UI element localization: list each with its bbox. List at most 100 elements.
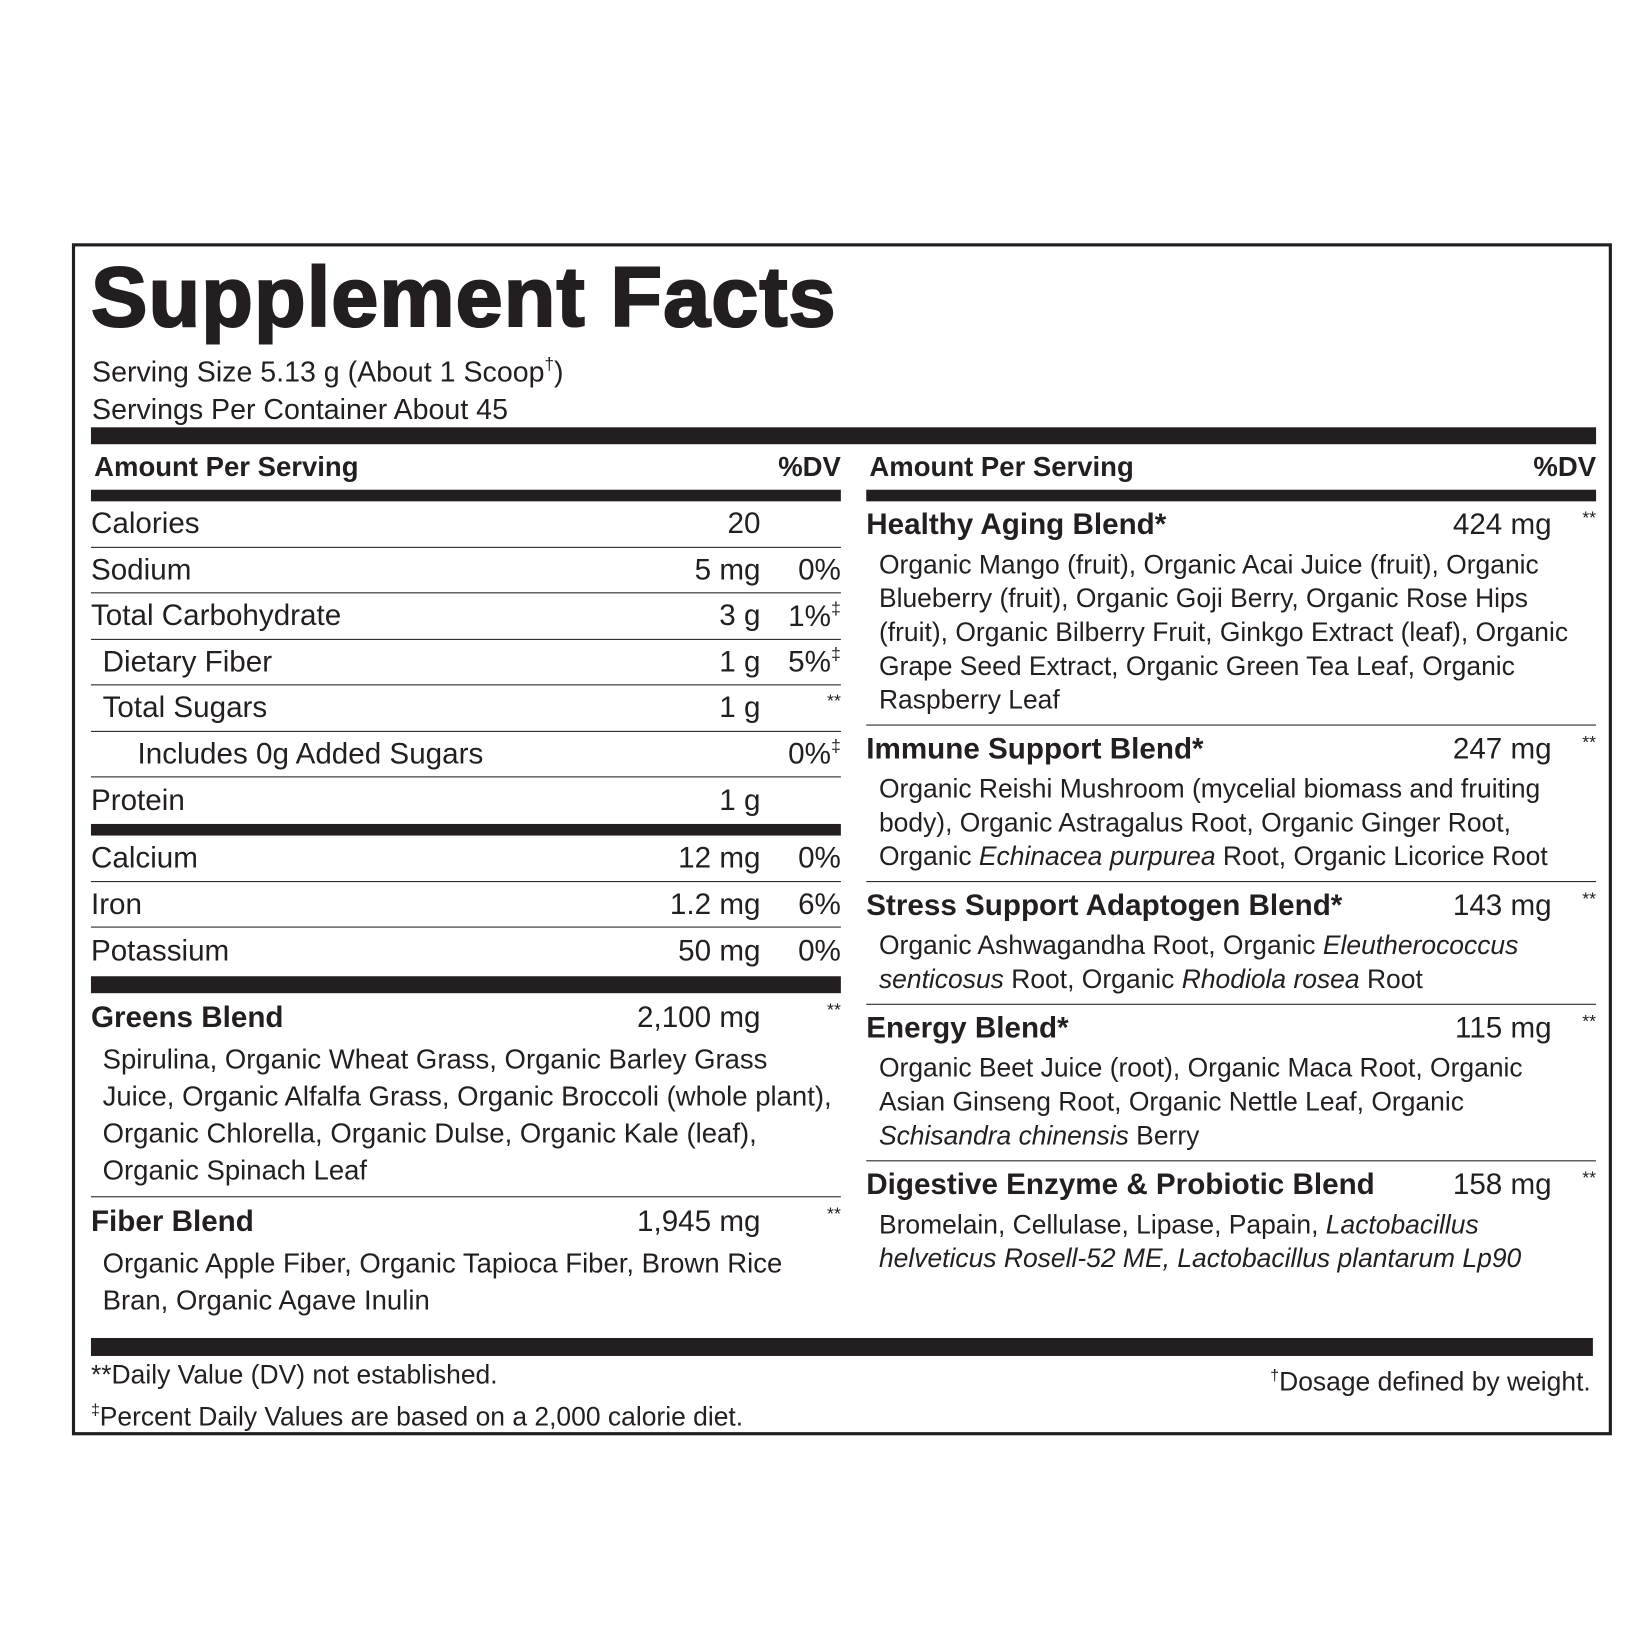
nutrient-row: Total Carbohydrate 3 g 1%‡ — [90, 593, 841, 640]
nutrient-amount: 3 g — [719, 598, 761, 632]
blend-name: Immune Support Blend* — [866, 731, 1204, 765]
nutrient-dv: 5%‡ — [760, 644, 841, 679]
text-run: ) — [554, 355, 564, 388]
blend-dv: ** — [760, 1000, 841, 1035]
right-column: Amount Per Serving %DV Healthy Aging Blend… — [866, 444, 1597, 1283]
nutrient-dv: ** — [760, 690, 841, 725]
nutrient-dv: 0% — [760, 841, 841, 875]
nutrient-row: Potassium 50 mg 0% — [91, 928, 841, 975]
text-line: Servings Per Container About 45 — [92, 391, 564, 428]
text-run: ‡ — [830, 644, 841, 665]
text-run: Organic Reishi Mushroom (mycelial biomas… — [878, 774, 1541, 872]
text-run: Schisandra chinensis — [878, 1121, 1129, 1151]
text-run: 0% — [798, 552, 841, 586]
header-dv: %DV — [778, 450, 841, 483]
nutrient-name: Includes 0g Added Sugars — [137, 736, 484, 770]
blend-dv: ** — [1552, 507, 1596, 542]
text-run: Lactobacillus helveticus Rosell-52 ME, L… — [878, 1210, 1522, 1274]
header-amount: Amount Per Serving — [94, 450, 359, 483]
blend-amount: 115 mg — [1455, 1011, 1552, 1044]
divider — [90, 1337, 1593, 1356]
text-run: † — [1270, 1366, 1280, 1385]
text-run: Root, Organic — [1003, 964, 1182, 995]
nutrient-amount: 20 — [727, 506, 761, 540]
text-line: ‡Percent Daily Values are based on a 2,0… — [91, 1393, 743, 1435]
text-run: ** — [827, 690, 841, 711]
text-line: **Daily Value (DV) not established. — [91, 1358, 743, 1393]
nutrient-row: Dietary Fiber 1 g 5%‡ — [90, 639, 841, 686]
text-run: Eleutherococcus senticosus — [878, 930, 1519, 995]
text-run: ** — [1582, 507, 1597, 528]
text-run: Root, Organic Licorice Root — [1215, 841, 1548, 872]
blend-dv: ** — [1552, 731, 1596, 766]
nutrient-dv: 0%‡ — [760, 736, 841, 771]
blend-header: Greens Blend 2,100 mg ** — [91, 993, 841, 1041]
blend-ingredients: Organic Reishi Mushroom (mycelial biomas… — [866, 772, 1596, 874]
blend-ingredients: Organic Beet Juice (root), Organic Maca … — [866, 1051, 1596, 1153]
text-run: Serving Size 5.13 g (About 1 Scoop — [92, 355, 545, 388]
blend: Digestive Enzyme & Probiotic Blend 158 mg… — [866, 1161, 1596, 1283]
text-run: 0% — [788, 737, 831, 771]
label-border — [71, 243, 1612, 1436]
column-header: Amount Per Serving %DV — [91, 444, 841, 489]
blend-amount: 1,945 mg — [636, 1204, 761, 1237]
blend-amount: 424 mg — [1452, 507, 1552, 541]
nutrient-row: Calcium 12 mg 0% — [90, 836, 841, 882]
text-run: Organic Ashwagandha Root, Organic — [878, 930, 1323, 961]
text-run: Echinacea purpurea — [978, 841, 1216, 872]
nutrient-amount: 1 g — [719, 783, 761, 817]
left-column: Amount Per Serving %DV Calories 20 Sodium 5 m… — [90, 444, 841, 1326]
blend-amount: 247 mg — [1452, 731, 1552, 765]
nutrient-amount: 50 mg — [678, 933, 761, 967]
nutrient-amount: 1 g — [719, 690, 761, 724]
nutrient-amount: 5 mg — [694, 552, 761, 586]
nutrient-dv: 0% — [760, 552, 841, 587]
text-run: 0% — [798, 933, 841, 967]
blend-amount: 2,100 mg — [636, 1000, 761, 1033]
text-run: Bromelain, Cellulase, Lipase, Papain, — [878, 1210, 1326, 1240]
text-run: ** — [1582, 1010, 1597, 1031]
blend-dv: ** — [1552, 1167, 1596, 1202]
nutrient-name: Potassium — [90, 933, 230, 967]
text-run: 6% — [798, 887, 841, 920]
blend-dv: ** — [1552, 1011, 1596, 1046]
footnotes: **Daily Value (DV) not established. ‡Perc… — [91, 1358, 743, 1435]
blend-dv: ** — [760, 1204, 841, 1239]
nutrient-name: Calcium — [90, 841, 198, 874]
text-run: Root — [1359, 964, 1423, 995]
text-run: ** — [1582, 731, 1597, 752]
text-line: †Dosage defined by weight. — [1270, 1358, 1590, 1400]
nutrient-dv: 1%‡ — [760, 598, 841, 633]
nutrient-amount: 12 mg — [678, 841, 761, 874]
blend-name: Healthy Aging Blend* — [866, 507, 1167, 541]
text-run: Rhodiola rosea — [1181, 964, 1360, 995]
footnotes: †Dosage defined by weight. — [1270, 1358, 1590, 1400]
header-amount: Amount Per Serving — [869, 450, 1134, 483]
text-run: Organic Beet Juice (root), Organic Maca … — [878, 1053, 1523, 1117]
blend-name: Stress Support Adaptogen Blend* — [866, 888, 1343, 922]
blend: Energy Blend* 115 mg ** Organic Beet Juice … — [866, 1005, 1597, 1162]
blend: Immune Support Blend* 247 mg ** Organic Rei… — [866, 726, 1597, 883]
blend-header: Healthy Aging Blend* 424 mg ** — [866, 501, 1596, 548]
serving-info: Serving Size 5.13 g (About 1 Scoop†) Serv… — [92, 347, 564, 428]
header-dv: %DV — [1533, 450, 1597, 483]
divider — [90, 489, 841, 502]
nutrient-row: Sodium 5 mg 0% — [90, 547, 841, 594]
blend-ingredients: Organic Apple Fiber, Organic Tapioca Fib… — [91, 1245, 841, 1319]
blend: Fiber Blend 1,945 mg ** Organic Apple Fiber… — [91, 1197, 841, 1326]
nutrient-name: Total Sugars — [102, 690, 268, 724]
text-run: Organic Mango (fruit), Organic Acai Juic… — [878, 550, 1569, 716]
divider — [866, 489, 1597, 502]
nutrient-amount: 1.2 mg — [669, 887, 761, 920]
divider — [90, 823, 841, 836]
nutrient-dv: 0% — [760, 933, 841, 968]
title: Supplement Facts — [90, 249, 837, 345]
nutrient-name: Sodium — [90, 552, 192, 586]
column-header: Amount Per Serving %DV — [866, 444, 1596, 489]
blend-header: Stress Support Adaptogen Blend* 143 mg ** — [866, 882, 1596, 929]
blend: Healthy Aging Blend* 424 mg ** Organic Mang… — [866, 501, 1597, 726]
blend-ingredients: Organic Mango (fruit), Organic Acai Juic… — [866, 548, 1596, 717]
text-line: Serving Size 5.13 g (About 1 Scoop†) — [92, 347, 564, 391]
